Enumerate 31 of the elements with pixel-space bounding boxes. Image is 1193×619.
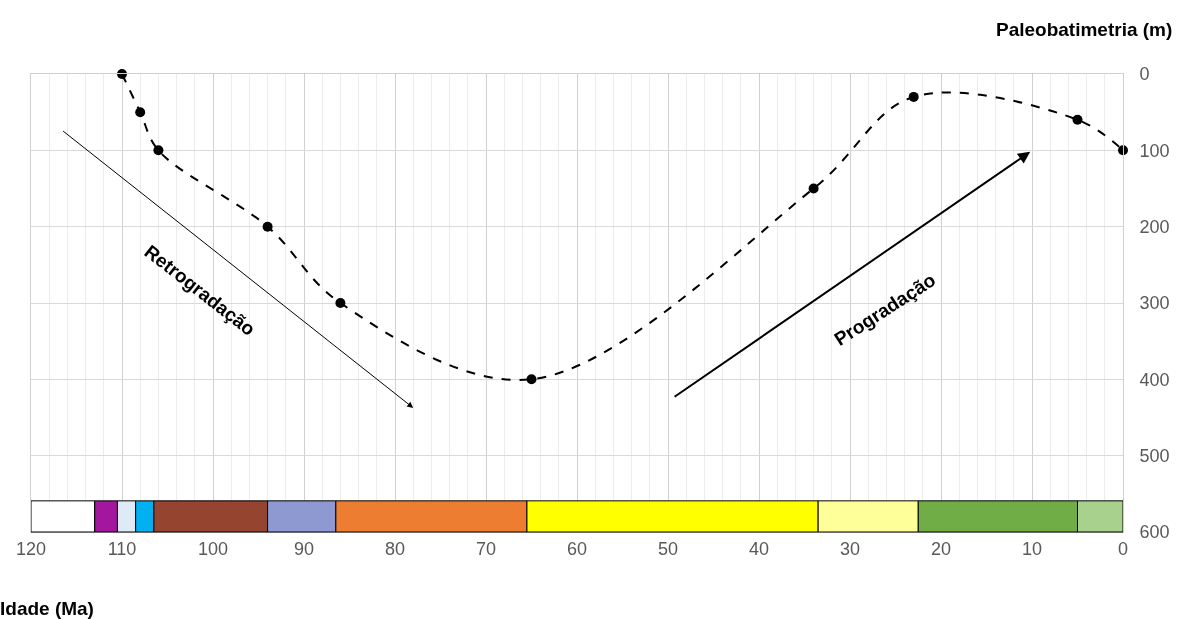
y-tick-label: 400 — [1139, 369, 1170, 390]
point — [335, 298, 346, 308]
x-tick-label: 70 — [475, 538, 497, 559]
x-tick-label: 20 — [930, 538, 952, 559]
y-axis-title: Paleobatimetria (m) — [996, 19, 1173, 40]
y-tick-label: 100 — [1139, 140, 1170, 161]
x-tick-label: 90 — [293, 538, 315, 559]
x-tick-label: 80 — [384, 538, 406, 559]
point — [808, 183, 819, 194]
x-tick-label: 120 — [15, 538, 47, 559]
point — [117, 69, 127, 79]
y-tick-label: 300 — [1139, 293, 1170, 314]
y-tick-label: 0 — [1139, 64, 1150, 85]
x-axis-title: Idade (Ma) — [0, 598, 94, 619]
x-tick-label: 0 — [1117, 538, 1129, 559]
x-tick-label: 50 — [657, 538, 679, 559]
y-tick-label: 500 — [1139, 445, 1170, 466]
x-tick-label: 60 — [566, 538, 588, 559]
point — [526, 374, 537, 385]
point — [135, 107, 146, 118]
x-tick-label: 40 — [748, 538, 770, 559]
x-tick-label: 100 — [197, 538, 229, 559]
x-tick-label: 110 — [107, 538, 137, 559]
x-tick-label: 30 — [839, 538, 861, 559]
x-tick-label: 10 — [1021, 538, 1043, 559]
point — [262, 221, 273, 232]
point — [153, 145, 164, 156]
point — [908, 91, 919, 102]
point — [1072, 114, 1083, 125]
y-tick-label: 200 — [1139, 216, 1170, 237]
y-tick-label: 600 — [1139, 522, 1170, 543]
